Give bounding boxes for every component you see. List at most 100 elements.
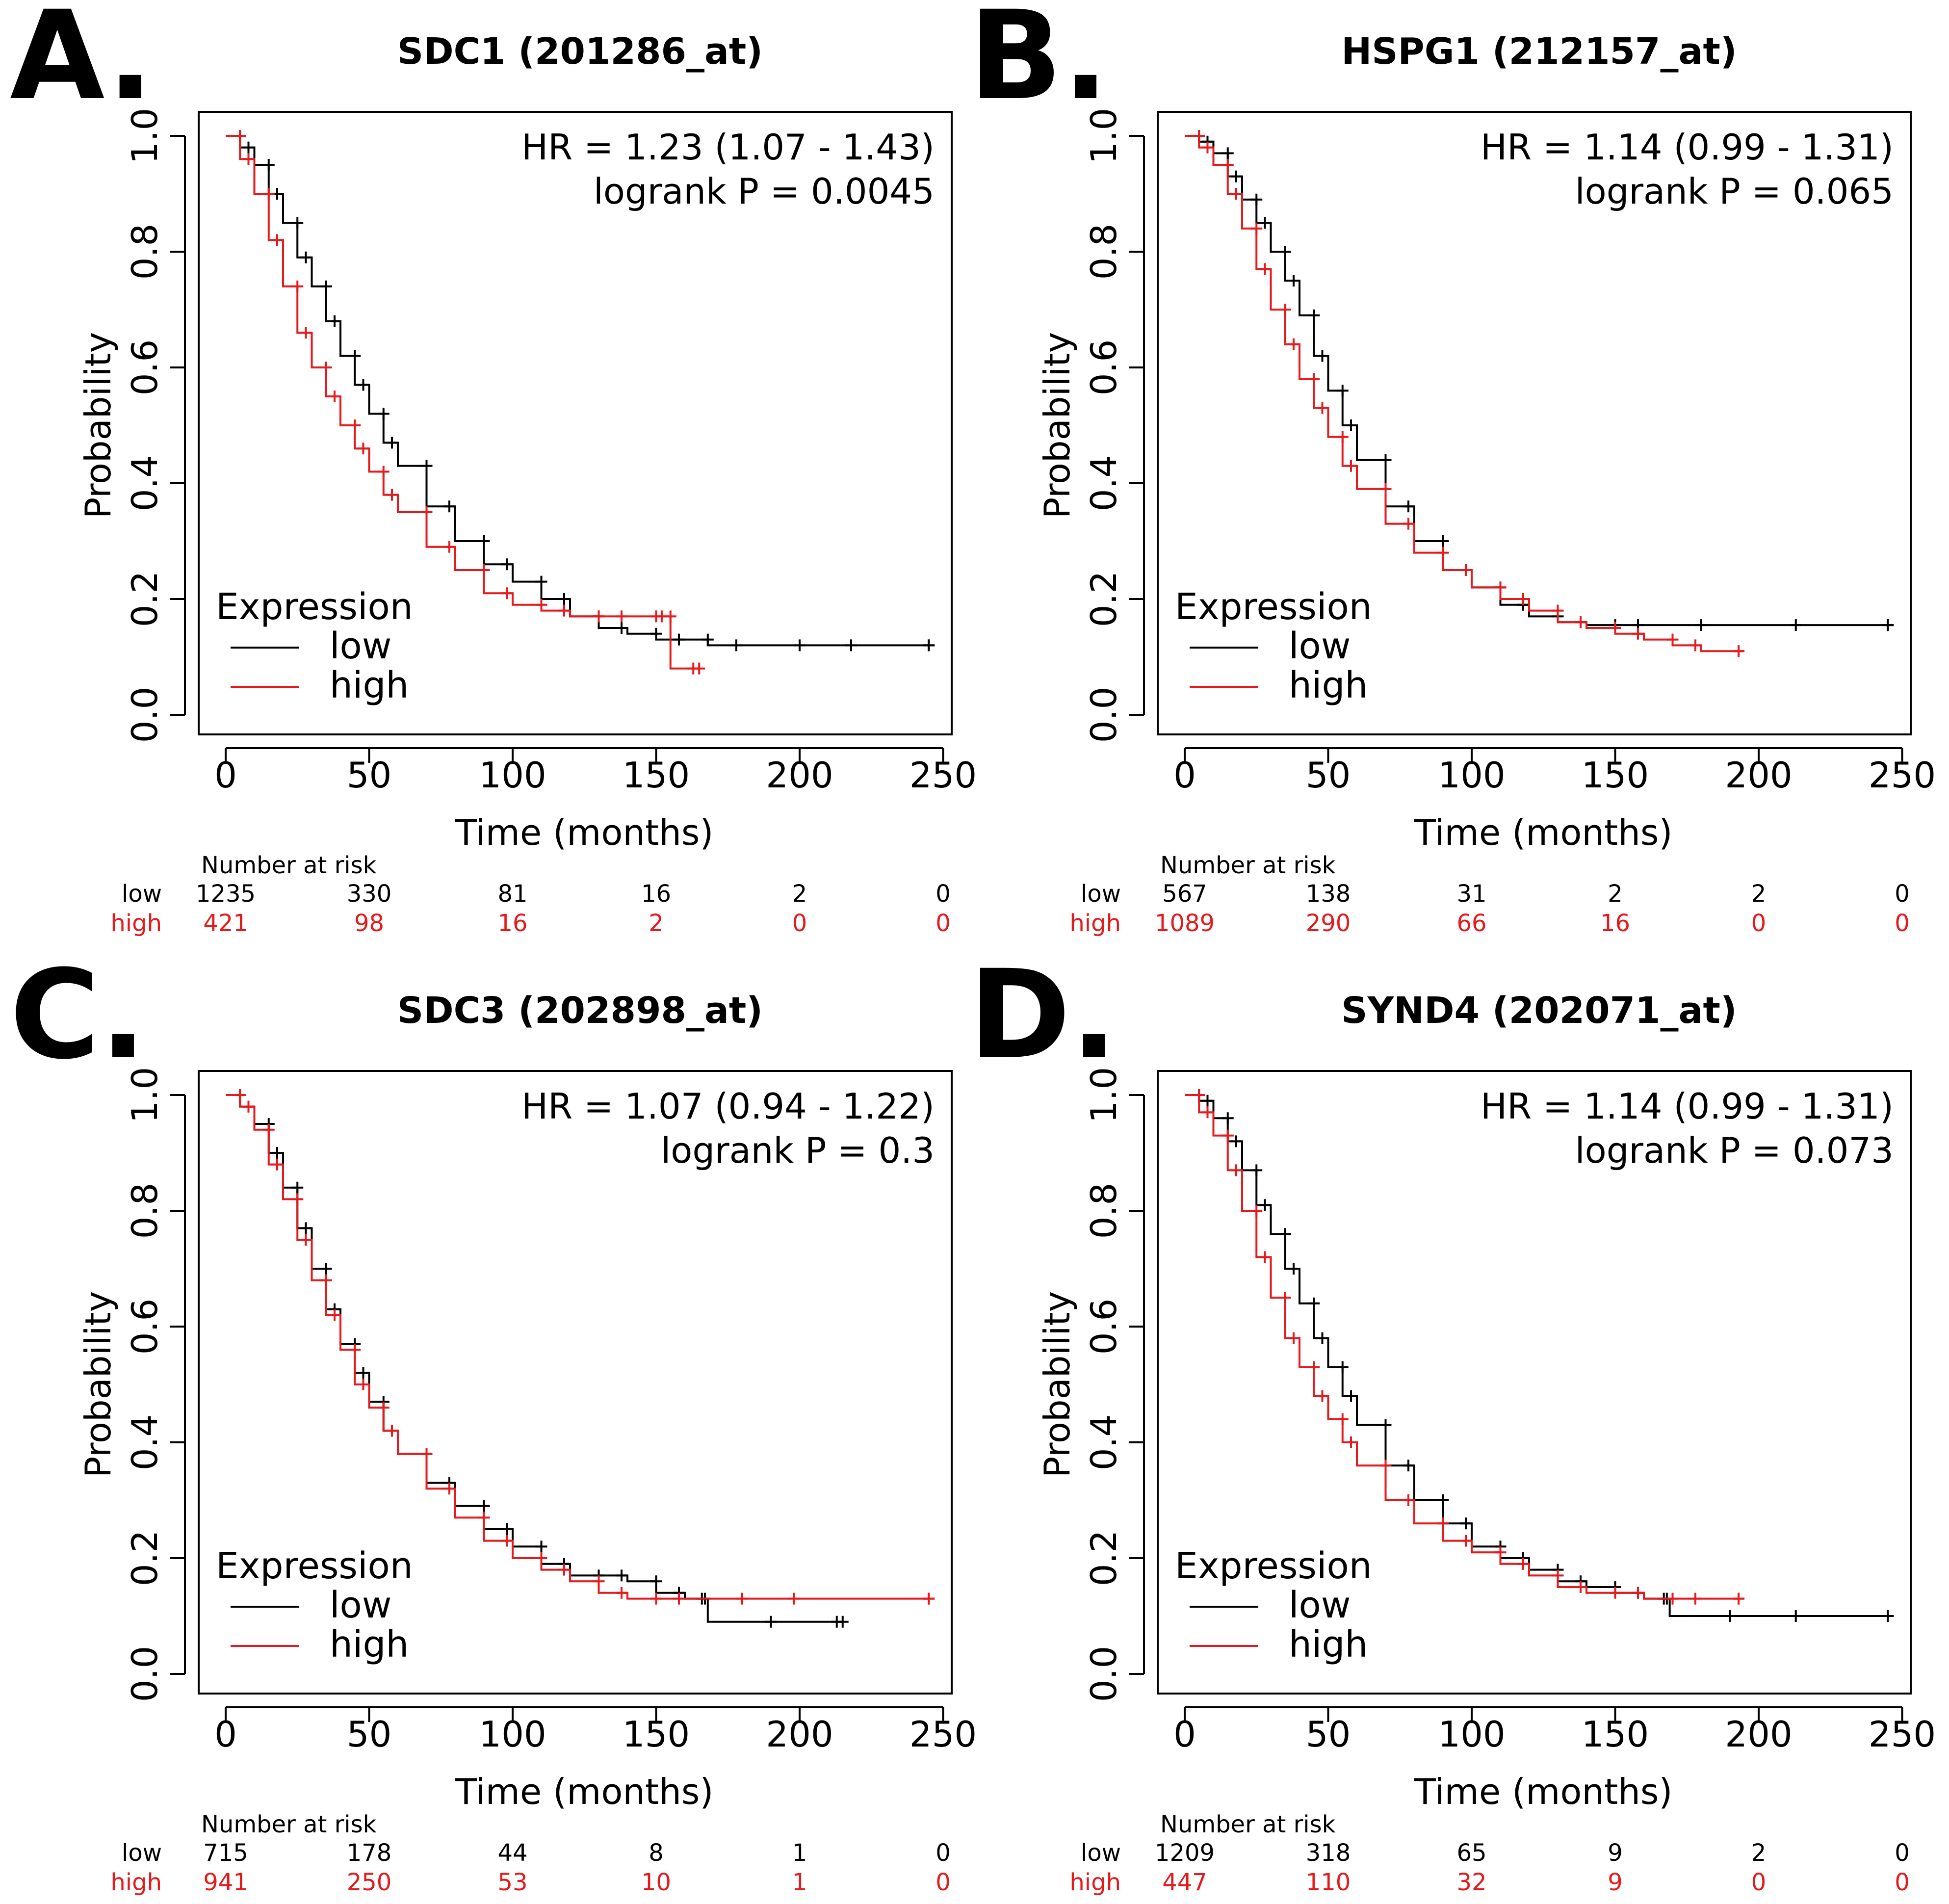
censor-mark-low <box>1882 619 1894 631</box>
censor-mark-high <box>1279 304 1291 315</box>
risk-count-high: 250 <box>347 1869 392 1896</box>
censor-mark-high <box>1288 338 1299 350</box>
risk-count-low: 178 <box>347 1839 392 1867</box>
survival-curve-low <box>226 1094 843 1623</box>
censor-mark-high <box>420 506 433 518</box>
censor-mark-high <box>1494 1546 1507 1559</box>
censor-mark-low <box>1403 500 1414 513</box>
censor-mark-low <box>420 460 433 472</box>
censor-mark-high <box>673 1592 685 1605</box>
risk-count-high: 0 <box>1895 910 1910 937</box>
censor-mark-high <box>1345 1436 1357 1448</box>
legend-title: Expression <box>1175 586 1372 628</box>
censor-mark-high <box>386 1425 398 1437</box>
censor-mark-low <box>262 159 275 171</box>
censor-mark-high <box>300 1234 312 1246</box>
risk-count-high: 290 <box>1306 910 1351 937</box>
censor-mark-low <box>650 627 662 640</box>
censor-mark-high <box>1552 604 1564 617</box>
y-tick-label: 0.0 <box>1083 1646 1124 1702</box>
censor-mark-high <box>357 1379 369 1390</box>
risk-count-low: 44 <box>497 1839 527 1867</box>
risk-count-low: 2 <box>792 880 807 908</box>
risk-count-high: 2 <box>649 910 664 937</box>
censor-mark-high <box>1460 1535 1472 1547</box>
censor-mark-low <box>794 639 806 652</box>
risk-row-label-high: high <box>1069 1869 1121 1896</box>
y-axis-label: Probability <box>1037 1291 1078 1478</box>
y-tick-label: 0.8 <box>124 224 165 280</box>
censor-mark-high <box>300 327 312 339</box>
x-tick-label: 50 <box>1306 755 1351 796</box>
censor-mark-low <box>320 280 332 292</box>
legend-label-high: high <box>1289 664 1368 706</box>
plot-frame <box>1157 1070 1912 1695</box>
x-tick-label: 100 <box>1438 1714 1505 1755</box>
y-tick-label: 0.6 <box>1083 1299 1124 1355</box>
risk-count-low: 2 <box>1751 1839 1767 1867</box>
y-tick-label: 0.8 <box>1083 224 1124 280</box>
risk-count-high: 53 <box>497 1869 527 1896</box>
y-tick-label: 0.2 <box>1083 571 1124 627</box>
censor-mark-high <box>1403 518 1414 530</box>
risk-count-low: 2 <box>1751 880 1767 908</box>
x-tick-label: 100 <box>479 1714 546 1755</box>
chart-title: SDC3 (202898_at) <box>397 990 763 1032</box>
x-tick-label: 50 <box>347 755 392 796</box>
risk-count-high: 0 <box>1895 1869 1910 1896</box>
censor-mark-low <box>1230 1135 1242 1148</box>
censor-mark-low <box>1403 1460 1414 1472</box>
censor-mark-low <box>1345 419 1357 431</box>
censor-mark-high <box>478 1512 490 1524</box>
risk-count-high: 0 <box>1751 910 1767 937</box>
plot-frame <box>1157 111 1912 735</box>
censor-mark-low <box>329 315 340 327</box>
censor-mark-low <box>320 1263 332 1275</box>
censor-mark-high <box>1517 593 1529 605</box>
panel-3: D. SYND4 (202071_at) 0.0 0.2 0.4 0.6 0.8 1.0 Pro… <box>969 943 1936 1896</box>
censor-mark-high <box>1259 263 1271 275</box>
chart-title: SYND4 (202071_at) <box>1341 990 1737 1032</box>
risk-count-low: 715 <box>203 1839 248 1867</box>
censor-mark-high <box>616 610 627 623</box>
risk-row-label-low: low <box>1081 880 1121 908</box>
censor-mark-low <box>271 1147 283 1159</box>
censor-mark-high <box>262 1123 275 1136</box>
censor-mark-high <box>501 587 513 600</box>
x-tick-label: 200 <box>1725 1714 1792 1755</box>
legend-label-low: low <box>330 625 391 667</box>
censor-mark-high <box>535 599 547 611</box>
censor-mark-low <box>357 1367 369 1379</box>
censor-mark-low <box>1201 1095 1214 1107</box>
censor-mark-high <box>1230 188 1242 200</box>
survival-curve-high <box>226 135 700 670</box>
censor-mark-high <box>1517 1558 1529 1570</box>
risk-count-low: 16 <box>641 880 671 908</box>
legend-label-high: high <box>330 1623 409 1666</box>
censor-mark-high <box>616 1587 627 1599</box>
censor-mark-high <box>271 234 283 246</box>
risk-count-high: 421 <box>203 910 248 937</box>
risk-count-low: 1 <box>792 1839 807 1867</box>
y-tick-label: 0.4 <box>124 1414 165 1471</box>
risk-count-low: 567 <box>1162 880 1207 908</box>
y-tick-label: 1.0 <box>124 108 165 164</box>
censor-mark-high <box>693 662 705 675</box>
censor-mark-low <box>478 1500 490 1512</box>
x-tick-label: 100 <box>1438 755 1505 796</box>
risk-row-label-low: low <box>122 1839 162 1867</box>
censor-mark-low <box>1259 1199 1271 1211</box>
x-tick-label: 0 <box>1173 1714 1196 1755</box>
censor-mark-low <box>386 437 398 449</box>
number-at-risk-title: Number at risk <box>201 1811 377 1838</box>
censor-mark-high <box>1250 1205 1263 1217</box>
x-tick-label: 200 <box>766 1714 833 1755</box>
x-tick-label: 250 <box>1869 1714 1936 1755</box>
x-tick-label: 200 <box>766 755 833 796</box>
x-axis-label: Time (months) <box>455 1771 713 1812</box>
risk-count-high: 0 <box>792 910 807 937</box>
censor-mark-low <box>616 1569 627 1582</box>
censor-mark-low <box>1336 385 1349 397</box>
risk-row-label-low: low <box>122 880 162 908</box>
censor-mark-high <box>377 1402 390 1414</box>
